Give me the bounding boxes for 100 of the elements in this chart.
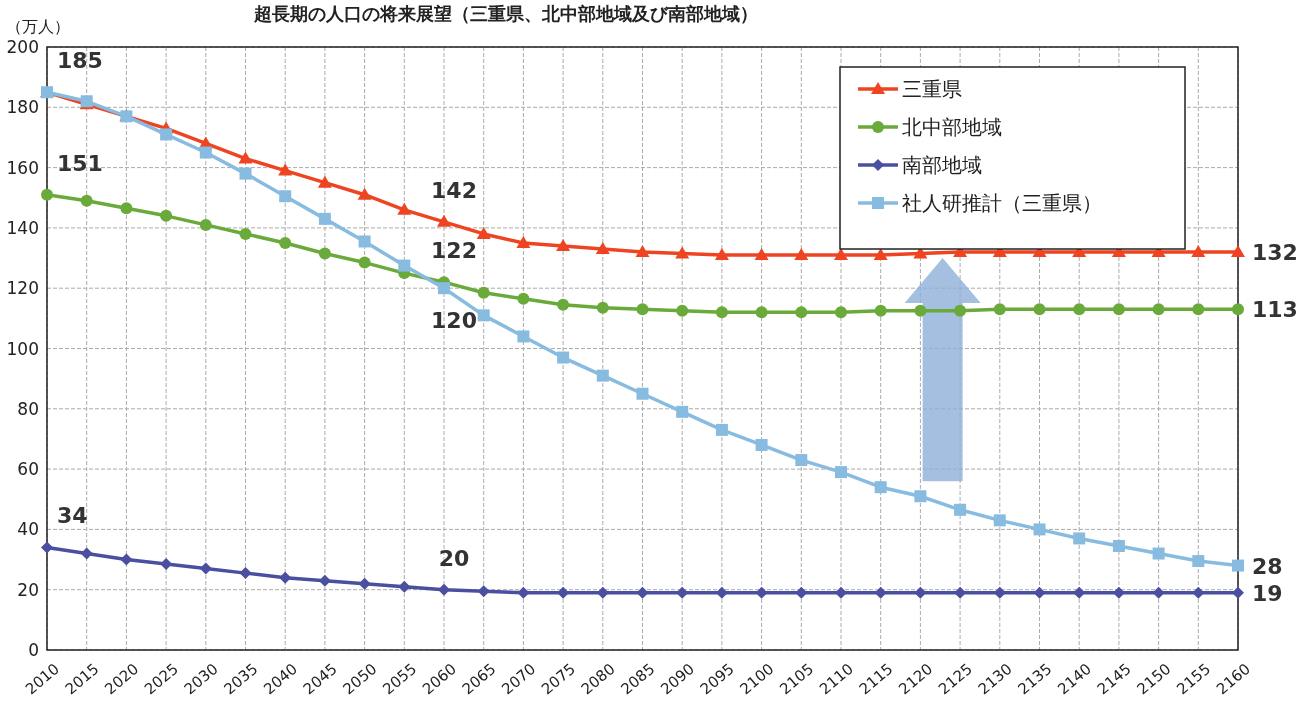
legend-label: 社人研推計（三重県） (902, 191, 1102, 215)
y-tick-label: 0 (28, 640, 39, 660)
point (754, 248, 769, 261)
annotation: 132 (1252, 240, 1298, 266)
y-tick-label: 80 (17, 398, 39, 419)
annotation: 28 (1252, 553, 1283, 579)
y-tick-label: 100 (6, 338, 39, 359)
annotation: 142 (431, 177, 477, 203)
point (834, 248, 848, 261)
point (517, 292, 530, 305)
point (239, 167, 252, 180)
point (1152, 547, 1165, 560)
point (636, 387, 649, 400)
point (318, 212, 331, 225)
point (954, 304, 967, 317)
point (1033, 303, 1046, 316)
legend-label: 三重県 (902, 77, 962, 101)
point (993, 303, 1006, 316)
point (516, 235, 531, 248)
point (596, 301, 609, 314)
point (676, 304, 689, 317)
annotation: 185 (57, 48, 103, 74)
point (279, 190, 292, 203)
point (1192, 303, 1205, 316)
y-axis-title: （万人） (6, 17, 70, 36)
point (120, 202, 133, 215)
point (676, 405, 689, 418)
annotation: 20 (438, 545, 470, 571)
point (477, 585, 490, 598)
point (1231, 245, 1245, 258)
point (795, 306, 808, 319)
y-tick-label: 200 (6, 37, 39, 57)
point (595, 242, 610, 254)
point (795, 454, 808, 467)
point (954, 503, 967, 516)
annotation: 151 (57, 150, 103, 176)
point (596, 369, 609, 382)
point (477, 286, 490, 299)
point (279, 571, 292, 584)
point (873, 248, 888, 261)
point (1073, 532, 1086, 545)
annotation: 120 (431, 308, 477, 334)
point (239, 567, 252, 580)
annotation: 122 (431, 238, 477, 264)
point (556, 238, 571, 251)
y-tick-label: 140 (6, 217, 39, 238)
point (357, 187, 372, 200)
point (476, 226, 491, 239)
point (160, 209, 173, 222)
point (398, 259, 411, 272)
y-tick-label: 180 (6, 97, 39, 118)
point (1191, 245, 1206, 258)
point (41, 541, 53, 554)
point (199, 218, 212, 231)
point (557, 298, 570, 311)
point (675, 246, 690, 259)
point (437, 214, 451, 227)
point (835, 306, 847, 319)
point (636, 303, 649, 316)
point (120, 553, 133, 566)
point (398, 580, 411, 593)
point (397, 202, 412, 215)
point (199, 146, 212, 159)
point (239, 227, 252, 240)
y-tick-label: 120 (6, 278, 39, 299)
point (1073, 303, 1086, 316)
point (557, 351, 570, 364)
point (279, 236, 292, 249)
y-tick-label: 60 (17, 459, 39, 480)
point (438, 583, 450, 596)
y-tick-label: 40 (17, 519, 39, 540)
y-tick-label: 20 (17, 579, 39, 600)
point (41, 188, 53, 201)
point (80, 194, 93, 207)
point (715, 306, 728, 319)
point (914, 490, 927, 503)
point (635, 245, 650, 258)
chart-title: 超長期の人口の将来展望（三重県、北中部地域及び南部地域） (252, 3, 758, 24)
annotation: 34 (57, 503, 88, 529)
point (438, 282, 450, 295)
point (1232, 559, 1244, 572)
point (1112, 303, 1125, 316)
point (835, 586, 847, 599)
point (835, 466, 847, 479)
point (358, 256, 371, 269)
point (358, 235, 371, 248)
legend-label: 南部地域 (902, 153, 982, 177)
annotation: 113 (1252, 297, 1298, 323)
point (1152, 303, 1165, 316)
point (160, 128, 173, 141)
point (914, 304, 927, 317)
y-tick-label: 160 (6, 157, 39, 178)
point (1232, 586, 1244, 599)
point (874, 304, 887, 317)
point (794, 248, 809, 261)
legend-label: 北中部地域 (902, 115, 1002, 139)
point (477, 309, 490, 322)
point (1033, 523, 1046, 536)
point (278, 163, 293, 176)
point (755, 306, 768, 319)
